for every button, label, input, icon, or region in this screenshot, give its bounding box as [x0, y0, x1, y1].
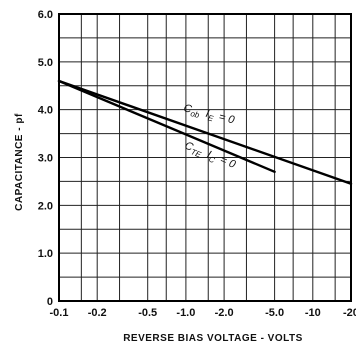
x-tick-label: -20: [343, 307, 356, 319]
y-tick-label: 5.0: [38, 57, 53, 69]
plot-frame: [58, 13, 352, 302]
x-tick-label: -0.1: [50, 307, 69, 319]
grid: [58, 13, 352, 302]
y-tick-label: 3.0: [38, 153, 53, 165]
x-axis-title: REVERSE BIAS VOLTAGE - VOLTS: [123, 333, 303, 344]
series-line-cte: [57, 79, 276, 174]
y-tick-label: 2.0: [38, 200, 53, 212]
y-tick-label: 4.0: [38, 105, 53, 117]
y-tick-label: 1.0: [38, 248, 53, 260]
y-axis-ticks: 0 1.0 2.0 3.0 4.0 5.0 6.0: [38, 9, 53, 308]
series-label-cob-text: Cob IE = 0: [182, 102, 237, 128]
series-label-cob: Cob IE = 0: [182, 102, 237, 128]
y-axis-title: CAPACITANCE - pf: [14, 113, 25, 211]
series-layer: [57, 79, 353, 186]
x-tick-label: -0.5: [138, 307, 157, 319]
x-tick-label: -2.0: [215, 307, 234, 319]
y-tick-label: 6.0: [38, 9, 53, 21]
x-tick-label: -0.2: [88, 307, 107, 319]
x-tick-label: -5.0: [265, 307, 284, 319]
plot-border: [58, 13, 352, 302]
x-tick-label: -1.0: [176, 307, 195, 319]
x-tick-label: -10: [305, 307, 321, 319]
x-axis-ticks: -0.1 -0.2 -0.5 -1.0 -2.0 -5.0 -10 -20: [50, 307, 356, 319]
y-tick-label: 0: [47, 296, 53, 308]
series-line-cob: [57, 79, 353, 186]
